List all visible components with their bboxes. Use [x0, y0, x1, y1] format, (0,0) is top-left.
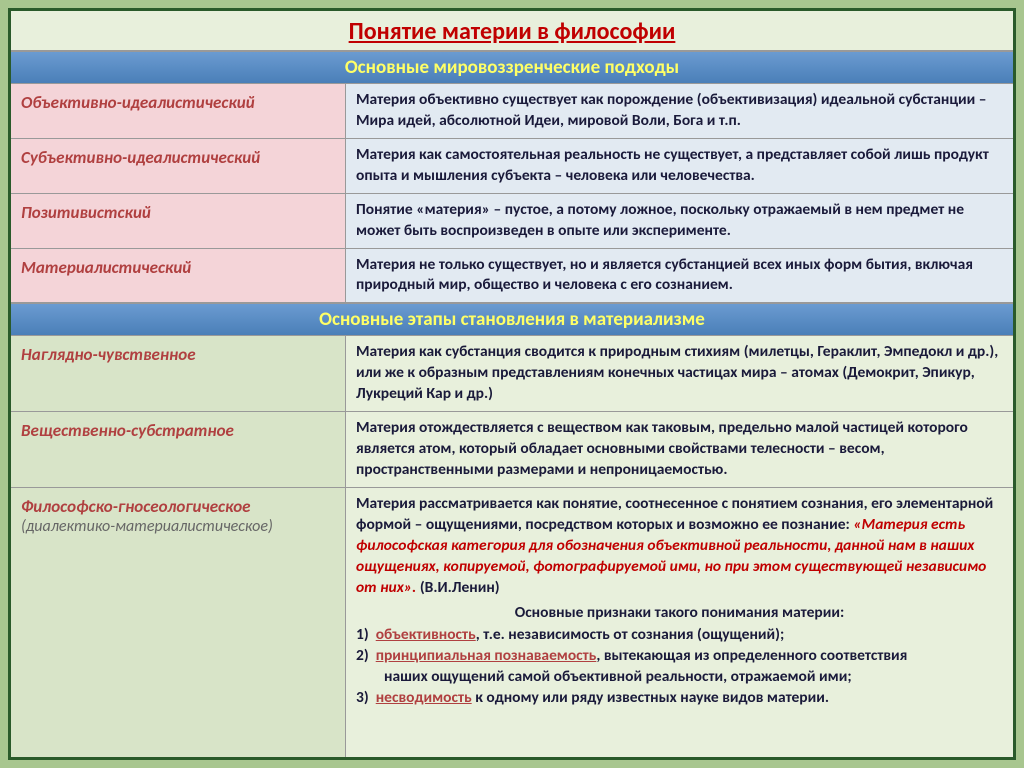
quote-citation: (В.И.Ленин) [416, 578, 499, 597]
list-item-cont: наших ощущений самой объективной реально… [356, 667, 1003, 688]
list-item: 3) несводимость к одному или ряду извест… [356, 688, 1003, 709]
key-term: несводимость [376, 688, 472, 707]
row-text: Материя как самостоятельная реальность н… [346, 139, 1013, 193]
row-text: Материя как субстанция сводится к природ… [346, 336, 1013, 411]
row-text: Понятие «материя» – пустое, а потому лож… [346, 194, 1013, 248]
table-row: Философско-гносеологическое (диалектико-… [11, 488, 1013, 757]
table-row: Материалистический Материя не только сущ… [11, 249, 1013, 304]
main-title: Понятие материи в философии [11, 11, 1013, 51]
table-row: Вещественно-субстратное Материя отождест… [11, 412, 1013, 488]
row-label: Наглядно-чувственное [11, 336, 346, 411]
features-subhead: Основные признаки такого понимания матер… [356, 603, 1003, 624]
list-item: 1) объективность, т.е. независимость от … [356, 625, 1003, 646]
section2-header: Основные этапы становления в материализм… [11, 303, 1013, 336]
row-text: Материя не только существует, но и являе… [346, 249, 1013, 303]
row-label-sub: (диалектико-материалистическое) [21, 517, 335, 536]
table-row: Наглядно-чувственное Материя как субстан… [11, 336, 1013, 412]
row-label-main: Философско-гносеологическое [21, 496, 251, 517]
table-frame: Понятие материи в философии Основные мир… [8, 8, 1016, 760]
row-text-complex: Материя рассматривается как понятие, соо… [346, 488, 1013, 757]
row-label: Позитивистский [11, 194, 346, 248]
row-text: Материя отождествляется с веществом как … [346, 412, 1013, 487]
row-label: Материалистический [11, 249, 346, 303]
table-row: Субъективно-идеалистический Материя как … [11, 139, 1013, 194]
features-list: 1) объективность, т.е. независимость от … [356, 625, 1003, 709]
section1-header: Основные мировоззренческие подходы [11, 51, 1013, 84]
row-label: Философско-гносеологическое (диалектико-… [11, 488, 346, 757]
row-label: Субъективно-идеалистический [11, 139, 346, 193]
table-row: Объективно-идеалистический Материя объек… [11, 84, 1013, 139]
list-item: 2) принципиальная познаваемость, вытекаю… [356, 646, 1003, 667]
key-term: объективность [376, 625, 476, 644]
table-row: Позитивистский Понятие «материя» – пусто… [11, 194, 1013, 249]
key-term: принципиальная познаваемость [376, 646, 597, 665]
row-text: Материя объективно существует как порожд… [346, 84, 1013, 138]
row-label: Объективно-идеалистический [11, 84, 346, 138]
row-label: Вещественно-субстратное [11, 412, 346, 487]
